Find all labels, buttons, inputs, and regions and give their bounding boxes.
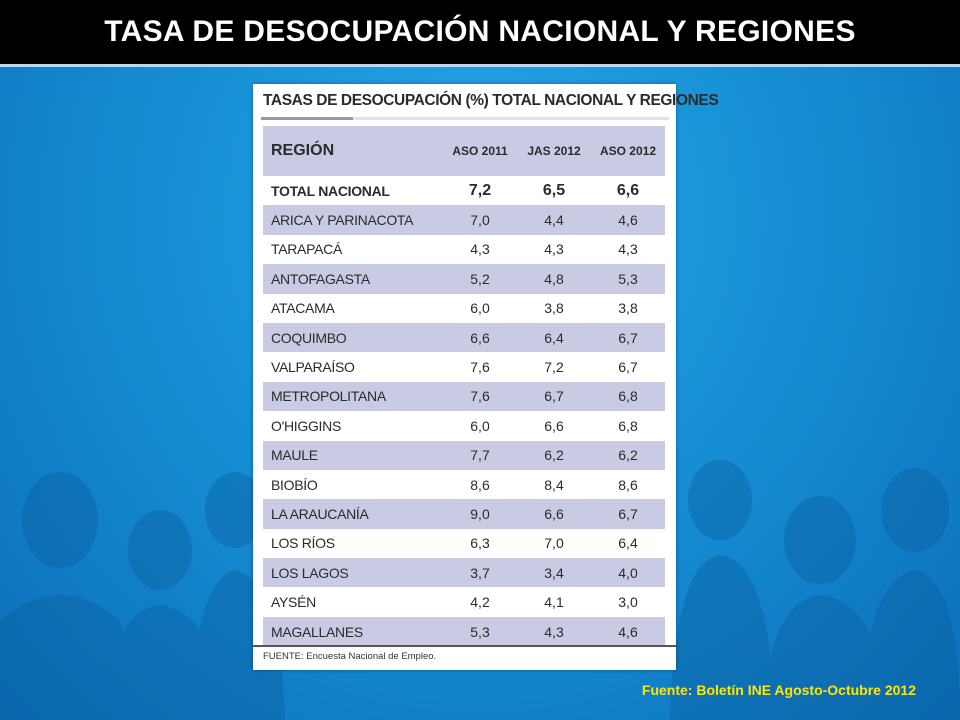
table-row: VALPARAÍSO 7,6 7,2 6,7 — [263, 352, 665, 382]
value-cell: 4,3 — [517, 616, 591, 647]
value-cell: 6,6 — [591, 176, 665, 206]
value-cell: 4,1 — [517, 587, 591, 617]
background-silhouettes — [0, 460, 960, 720]
value-cell: 4,4 — [517, 205, 591, 235]
table-row: LOS RÍOS 6,3 7,0 6,4 — [263, 528, 665, 559]
value-cell: 6,8 — [591, 381, 665, 412]
table-title: TASAS DE DESOCUPACIÓN (%) TOTAL NACIONAL… — [263, 92, 719, 109]
unemployment-table: REGIÓN ASO 2011 JAS 2012 ASO 2012 TOTAL … — [263, 126, 665, 647]
region-cell: LOS LAGOS — [263, 558, 443, 588]
table-row: LOS LAGOS 3,7 3,4 4,0 — [263, 558, 665, 588]
region-cell: TOTAL NACIONAL — [263, 176, 443, 206]
value-cell: 7,7 — [443, 440, 517, 470]
column-header-region: REGIÓN — [263, 126, 443, 176]
value-cell: 5,2 — [443, 264, 517, 294]
region-cell: ARICA Y PARINACOTA — [263, 205, 443, 235]
value-cell: 6,5 — [517, 176, 591, 206]
value-cell: 4,6 — [591, 205, 665, 235]
value-cell: 7,6 — [443, 352, 517, 382]
value-cell: 8,6 — [443, 469, 517, 500]
title-bar: TASA DE DESOCUPACIÓN NACIONAL Y REGIONES — [0, 0, 960, 67]
total-row: TOTAL NACIONAL 7,2 6,5 6,6 — [263, 176, 665, 206]
value-cell: 6,7 — [591, 352, 665, 382]
table-row: TARAPACÁ 4,3 4,3 4,3 — [263, 234, 665, 265]
table-footnote: FUENTE: Encuesta Nacional de Empleo. — [253, 645, 676, 662]
region-cell: AYSÉN — [263, 587, 443, 617]
value-cell: 6,6 — [517, 499, 591, 529]
value-cell: 5,3 — [591, 264, 665, 294]
value-cell: 7,2 — [517, 352, 591, 382]
value-cell: 6,4 — [591, 528, 665, 559]
unemployment-table-card: TASAS DE DESOCUPACIÓN (%) TOTAL NACIONAL… — [253, 84, 719, 670]
value-cell: 6,7 — [591, 322, 665, 353]
column-header-aso-2011: ASO 2011 — [443, 126, 517, 176]
value-cell: 4,0 — [591, 558, 665, 588]
value-cell: 6,6 — [517, 411, 591, 441]
value-cell: 6,7 — [517, 381, 591, 412]
table-row: COQUIMBO 6,6 6,4 6,7 — [263, 322, 665, 353]
value-cell: 4,3 — [443, 234, 517, 265]
table-row: LA ARAUCANÍA 9,0 6,6 6,7 — [263, 499, 665, 529]
table-row: MAGALLANES 5,3 4,3 4,6 — [263, 616, 665, 647]
title-rule — [261, 117, 669, 120]
value-cell: 4,6 — [591, 616, 665, 647]
table-row: MAULE 7,7 6,2 6,2 — [263, 440, 665, 470]
value-cell: 6,2 — [517, 440, 591, 470]
value-cell: 3,8 — [517, 293, 591, 323]
value-cell: 6,0 — [443, 411, 517, 441]
table-row: O'HIGGINS 6,0 6,6 6,8 — [263, 411, 665, 441]
region-cell: MAULE — [263, 440, 443, 470]
value-cell: 4,3 — [591, 234, 665, 265]
value-cell: 6,2 — [591, 440, 665, 470]
source-note: Fuente: Boletín INE Agosto-Octubre 2012 — [641, 682, 916, 698]
value-cell: 6,0 — [443, 293, 517, 323]
value-cell: 6,4 — [517, 322, 591, 353]
value-cell: 4,8 — [517, 264, 591, 294]
region-cell: BIOBÍO — [263, 469, 443, 500]
region-cell: METROPOLITANA — [263, 381, 443, 412]
region-cell: O'HIGGINS — [263, 411, 443, 441]
value-cell: 7,6 — [443, 381, 517, 412]
slide-title: TASA DE DESOCUPACIÓN NACIONAL Y REGIONES — [104, 15, 856, 48]
value-cell: 7,2 — [443, 176, 517, 206]
table-row: ATACAMA 6,0 3,8 3,8 — [263, 293, 665, 323]
value-cell: 8,4 — [517, 469, 591, 500]
region-cell: MAGALLANES — [263, 616, 443, 647]
value-cell: 3,7 — [443, 558, 517, 588]
value-cell: 4,3 — [517, 234, 591, 265]
value-cell: 6,6 — [443, 322, 517, 353]
value-cell: 7,0 — [443, 205, 517, 235]
value-cell: 6,3 — [443, 528, 517, 559]
table-row: ARICA Y PARINACOTA 7,0 4,4 4,6 — [263, 205, 665, 235]
region-cell: LOS RÍOS — [263, 528, 443, 559]
value-cell: 7,0 — [517, 528, 591, 559]
value-cell: 3,8 — [591, 293, 665, 323]
value-cell: 6,7 — [591, 499, 665, 529]
region-cell: TARAPACÁ — [263, 234, 443, 265]
value-cell: 3,4 — [517, 558, 591, 588]
region-cell: VALPARAÍSO — [263, 352, 443, 382]
title-rule-accent — [261, 117, 353, 120]
value-cell: 4,2 — [443, 587, 517, 617]
value-cell: 6,8 — [591, 411, 665, 441]
column-header-aso-2012: ASO 2012 — [591, 126, 665, 176]
value-cell: 8,6 — [591, 469, 665, 500]
column-header-jas-2012: JAS 2012 — [517, 126, 591, 176]
table-row: ANTOFAGASTA 5,2 4,8 5,3 — [263, 264, 665, 294]
region-cell: ANTOFAGASTA — [263, 264, 443, 294]
region-cell: COQUIMBO — [263, 322, 443, 353]
table-row: METROPOLITANA 7,6 6,7 6,8 — [263, 381, 665, 412]
table-row: AYSÉN 4,2 4,1 3,0 — [263, 587, 665, 617]
table-body: TOTAL NACIONAL 7,2 6,5 6,6 ARICA Y PARINACOT… — [263, 176, 665, 647]
value-cell: 3,0 — [591, 587, 665, 617]
value-cell: 9,0 — [443, 499, 517, 529]
table-header-row: REGIÓN ASO 2011 JAS 2012 ASO 2012 — [263, 126, 665, 176]
value-cell: 5,3 — [443, 616, 517, 647]
table-row: BIOBÍO 8,6 8,4 8,6 — [263, 469, 665, 500]
region-cell: LA ARAUCANÍA — [263, 499, 443, 529]
region-cell: ATACAMA — [263, 293, 443, 323]
